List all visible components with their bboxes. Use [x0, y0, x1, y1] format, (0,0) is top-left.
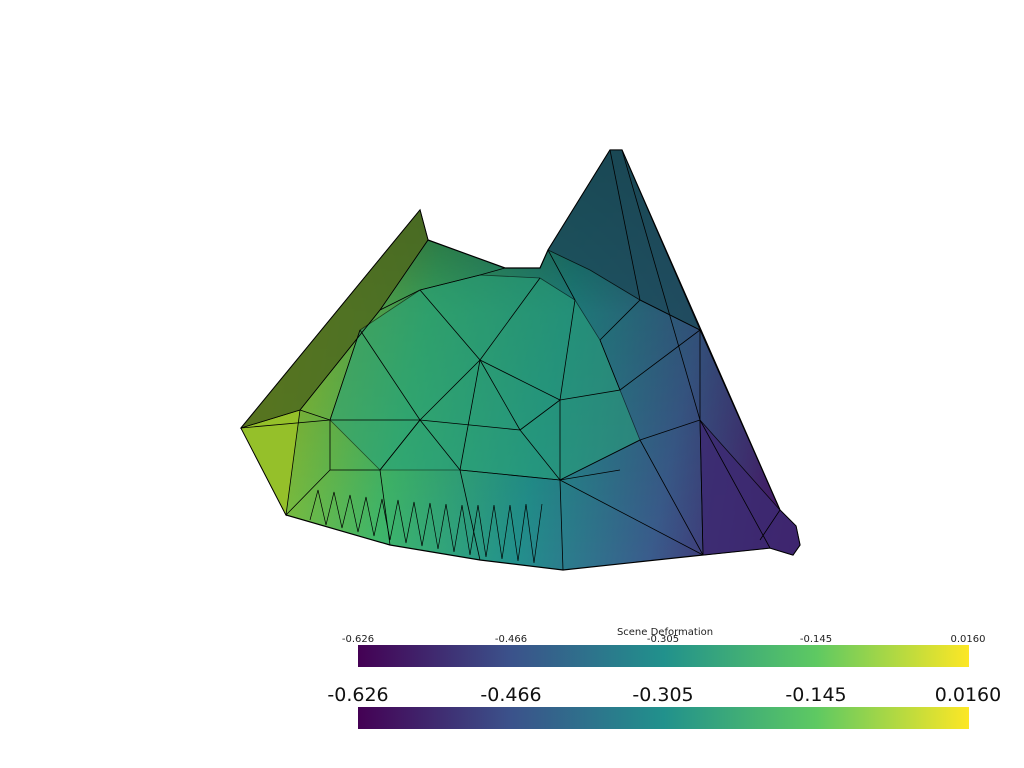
small-tick-label: 0.0160 [951, 634, 986, 645]
large-tick-label: -0.626 [327, 684, 388, 706]
mesh-bottom-fringe [309, 489, 543, 564]
mesh-right-tip [699, 418, 801, 556]
large-tick-label: -0.305 [632, 684, 693, 706]
small-tick-label: -0.145 [800, 634, 832, 645]
small-tick-label: -0.305 [647, 634, 679, 645]
scalar-bar-small: Scene Deformation -0.626 -0.466 -0.305 -… [342, 627, 986, 667]
large-tick-label: -0.145 [785, 684, 846, 706]
large-colorbar [358, 707, 969, 729]
mesh-surface[interactable] [239, 149, 801, 571]
large-tick-label: -0.466 [480, 684, 541, 706]
mesh-wireframe [240, 149, 781, 571]
small-tick-label: -0.626 [342, 634, 374, 645]
scalar-bar-title: Scene Deformation [617, 627, 713, 638]
scalar-bar-large: -0.626 -0.466 -0.305 -0.145 0.0160 [327, 684, 1001, 729]
large-tick-label: 0.0160 [935, 684, 1001, 706]
small-colorbar [358, 645, 969, 667]
small-tick-label: -0.466 [495, 634, 527, 645]
